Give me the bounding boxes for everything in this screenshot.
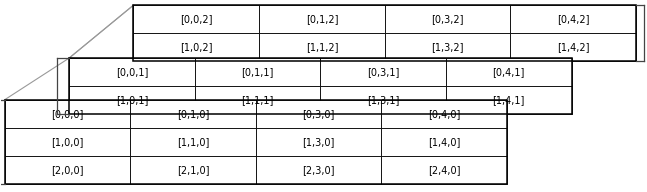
Text: [2,0,0]: [2,0,0] <box>51 165 83 175</box>
Bar <box>195 86 320 114</box>
Bar <box>133 5 259 33</box>
Bar <box>133 5 636 61</box>
Bar <box>385 5 510 33</box>
Text: [1,3,2]: [1,3,2] <box>432 42 464 52</box>
Bar <box>446 86 571 114</box>
Text: [0,0,1]: [0,0,1] <box>116 67 148 77</box>
Bar <box>259 5 385 33</box>
Bar <box>69 58 195 86</box>
Bar <box>130 156 256 184</box>
Bar <box>69 86 195 114</box>
Bar <box>510 5 636 33</box>
Bar <box>385 33 510 61</box>
Bar <box>5 100 507 184</box>
Text: [1,3,0]: [1,3,0] <box>303 137 335 147</box>
Bar <box>382 128 507 156</box>
Text: [1,0,1]: [1,0,1] <box>116 95 148 105</box>
Text: [0,3,1]: [0,3,1] <box>367 67 399 77</box>
Text: [1,4,1]: [1,4,1] <box>492 95 525 105</box>
Bar <box>259 33 385 61</box>
Text: [1,0,2]: [1,0,2] <box>180 42 212 52</box>
Text: [0,1,1]: [0,1,1] <box>241 67 274 77</box>
Bar <box>69 58 571 114</box>
Bar <box>446 58 571 86</box>
Bar <box>130 128 256 156</box>
Bar <box>5 156 130 184</box>
Text: [1,4,2]: [1,4,2] <box>557 42 589 52</box>
Text: [1,1,2]: [1,1,2] <box>305 42 338 52</box>
Bar <box>195 58 320 86</box>
Text: [2,3,0]: [2,3,0] <box>302 165 335 175</box>
Bar <box>5 128 130 156</box>
Text: [0,4,1]: [0,4,1] <box>492 67 525 77</box>
Text: [0,1,2]: [0,1,2] <box>305 14 338 24</box>
Bar <box>256 128 382 156</box>
Text: [1,0,0]: [1,0,0] <box>51 137 83 147</box>
Text: [0,0,0]: [0,0,0] <box>51 109 83 119</box>
Text: [1,3,1]: [1,3,1] <box>367 95 399 105</box>
Text: [1,4,0]: [1,4,0] <box>428 137 461 147</box>
Text: [2,4,0]: [2,4,0] <box>428 165 461 175</box>
Bar <box>256 156 382 184</box>
Bar <box>510 33 636 61</box>
Bar <box>320 86 446 114</box>
Bar <box>320 58 446 86</box>
Text: [1,1,0]: [1,1,0] <box>177 137 209 147</box>
Text: [0,4,2]: [0,4,2] <box>557 14 589 24</box>
Bar <box>5 100 130 128</box>
Bar <box>256 100 382 128</box>
Text: [0,3,0]: [0,3,0] <box>303 109 335 119</box>
Text: [0,0,2]: [0,0,2] <box>180 14 212 24</box>
Text: [0,1,0]: [0,1,0] <box>177 109 209 119</box>
Bar <box>130 100 256 128</box>
Bar <box>133 33 259 61</box>
Text: [0,3,2]: [0,3,2] <box>432 14 464 24</box>
Text: [2,1,0]: [2,1,0] <box>177 165 209 175</box>
Text: [1,1,1]: [1,1,1] <box>241 95 274 105</box>
Bar <box>382 100 507 128</box>
Bar <box>382 156 507 184</box>
Text: [0,4,0]: [0,4,0] <box>428 109 461 119</box>
